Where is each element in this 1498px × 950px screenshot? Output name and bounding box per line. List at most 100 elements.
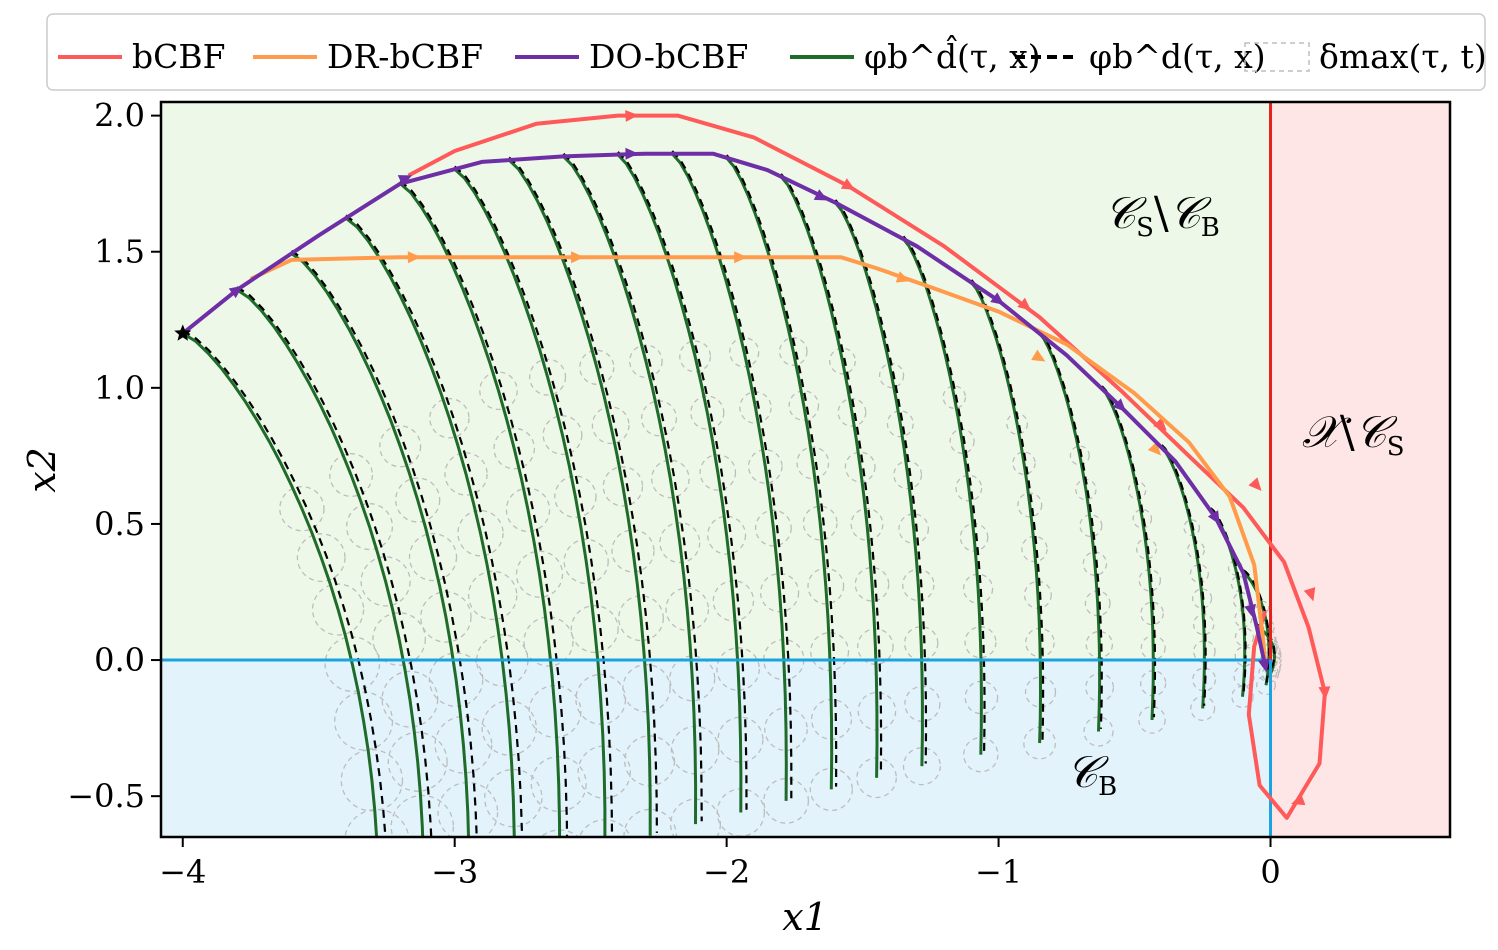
delta-max-circle: [754, 509, 792, 547]
legend-box: [46, 13, 1486, 91]
delta-max-circle: [669, 798, 722, 837]
y-tick-label: 0.0: [94, 641, 145, 679]
legend: bCBF DR-bCBF DO-bCBF φb^d̂(τ, x) φb^d(τ, x) δ…: [46, 13, 1487, 91]
delta-max-circle: [602, 466, 644, 507]
direction-arrow: [1248, 477, 1262, 492]
delta-max-circle: [942, 385, 967, 409]
y-tick-label: 2.0: [94, 97, 145, 135]
y-tick-label: 1.0: [94, 369, 145, 407]
delta-max-circle: [493, 427, 536, 470]
delta-max-circle: [408, 532, 458, 582]
direction-arrow: [1244, 603, 1256, 618]
delta-max-circle: [796, 446, 830, 480]
delta-max-circle: [1256, 675, 1276, 696]
region-1: [1270, 102, 1450, 837]
delta-max-circle: [747, 449, 783, 484]
legend-swatch: [1244, 42, 1310, 72]
y-tick-label: 1.5: [94, 233, 145, 271]
direction-arrow: [625, 109, 639, 122]
delta-max-circle: [1138, 706, 1166, 734]
delta-max-circle: [390, 794, 455, 837]
delta-max-circle: [886, 410, 914, 438]
delta-max-circle: [1193, 640, 1216, 663]
delta-max-circle: [1012, 451, 1036, 475]
backup-trajectory-true: [671, 150, 793, 799]
delta-max-circle: [690, 395, 725, 430]
delta-max-circle: [515, 550, 564, 598]
direction-arrow: [1207, 510, 1220, 525]
direction-arrow: [1017, 297, 1032, 311]
backup-trajectory-estimated: [453, 168, 607, 837]
delta-max-circle: [611, 529, 655, 573]
backup-trajectory-true: [562, 152, 703, 822]
region-2: [161, 660, 1271, 837]
delta-max-circle: [523, 616, 574, 667]
backup-trajectory-true: [1101, 385, 1157, 718]
delta-max-circle: [481, 700, 537, 756]
legend-entry: DO-bCBF: [515, 37, 748, 76]
delta-max-circle: [296, 533, 346, 583]
delta-max-circle: [1266, 639, 1280, 652]
delta-max-circle: [854, 566, 890, 602]
delta-max-circle: [809, 767, 853, 812]
backup-trajectory-true: [508, 156, 658, 833]
backup-trajectory-true: [182, 329, 387, 837]
delta-max-circle: [902, 747, 941, 786]
delta-max-circle: [428, 652, 484, 708]
backup-trajectory-estimated: [1100, 387, 1155, 720]
delta-max-circle: [539, 829, 580, 837]
backup-trajectory-true: [399, 180, 569, 837]
delta-max-circle: [345, 503, 394, 551]
delta-max-circle: [279, 485, 325, 532]
region-label-cs-minus-cb: 𝒞S\𝒞B: [1104, 188, 1220, 243]
legend-entry: φb^d̂(τ, x): [790, 34, 1041, 76]
backup-trajectory-estimated: [616, 153, 743, 813]
delta-max-circle: [712, 580, 755, 622]
delta-max-circle: [1191, 588, 1213, 609]
delta-max-circle: [457, 509, 504, 557]
y-tick-label: 0.5: [94, 505, 145, 543]
delta-max-circle: [802, 505, 838, 541]
direction-arrow: [228, 285, 243, 299]
y-axis-ticks: 2.0 1.5 1.0 0.5 0.0 −0.5: [67, 97, 161, 815]
direction-arrow: [1031, 349, 1046, 362]
delta-max-circle: [651, 459, 690, 499]
delta-max-circle: [1264, 660, 1281, 677]
delta-max-circle: [434, 715, 493, 774]
backup-trajectory-estimated: [1038, 332, 1102, 732]
y-axis-title: x2: [20, 447, 64, 493]
delta-max-circle: [1140, 601, 1164, 626]
backup-trajectory-true: [236, 286, 433, 837]
x-tick-label: −1: [975, 853, 1022, 891]
delta-max-circle: [1192, 667, 1217, 692]
backup-trajectory-true: [970, 279, 1045, 741]
backup-trajectory-estimated: [970, 281, 1043, 744]
delta-max-circle: [484, 840, 544, 900]
delta-max-circle: [340, 749, 404, 812]
delta-max-circle: [379, 425, 422, 468]
delta-max-circle: [1183, 519, 1201, 537]
legend-entry: bCBF: [58, 37, 226, 76]
backup-trajectory-estimated: [236, 288, 425, 837]
delta-max-circle: [329, 453, 374, 497]
region-labels: 𝒞S\𝒞B 𝒳\𝒞S 𝒞B: [1066, 188, 1405, 802]
delta-max-circle: [778, 337, 808, 366]
delta-max-circle: [387, 731, 448, 792]
delta-max-circle: [717, 716, 764, 763]
delta-max-circle: [763, 777, 810, 824]
set-boundaries: [161, 102, 1273, 837]
delta-max-circle: [699, 454, 737, 491]
delta-max-circle: [429, 397, 470, 439]
backup-trajectory-estimated: [344, 216, 516, 837]
delta-max-circle: [484, 768, 543, 828]
delta-max-circle: [669, 655, 716, 702]
y-tick-label: −0.5: [67, 777, 145, 815]
backup-trajectory-true: [834, 199, 928, 764]
delta-max-circle: [659, 522, 701, 564]
backup-trajectory-true: [1160, 444, 1207, 706]
series-DR-bCBF: [249, 255, 1268, 661]
delta-max-circle: [1132, 508, 1153, 529]
delta-max-circle: [1024, 676, 1057, 708]
backup-trajectory-true: [290, 249, 478, 837]
